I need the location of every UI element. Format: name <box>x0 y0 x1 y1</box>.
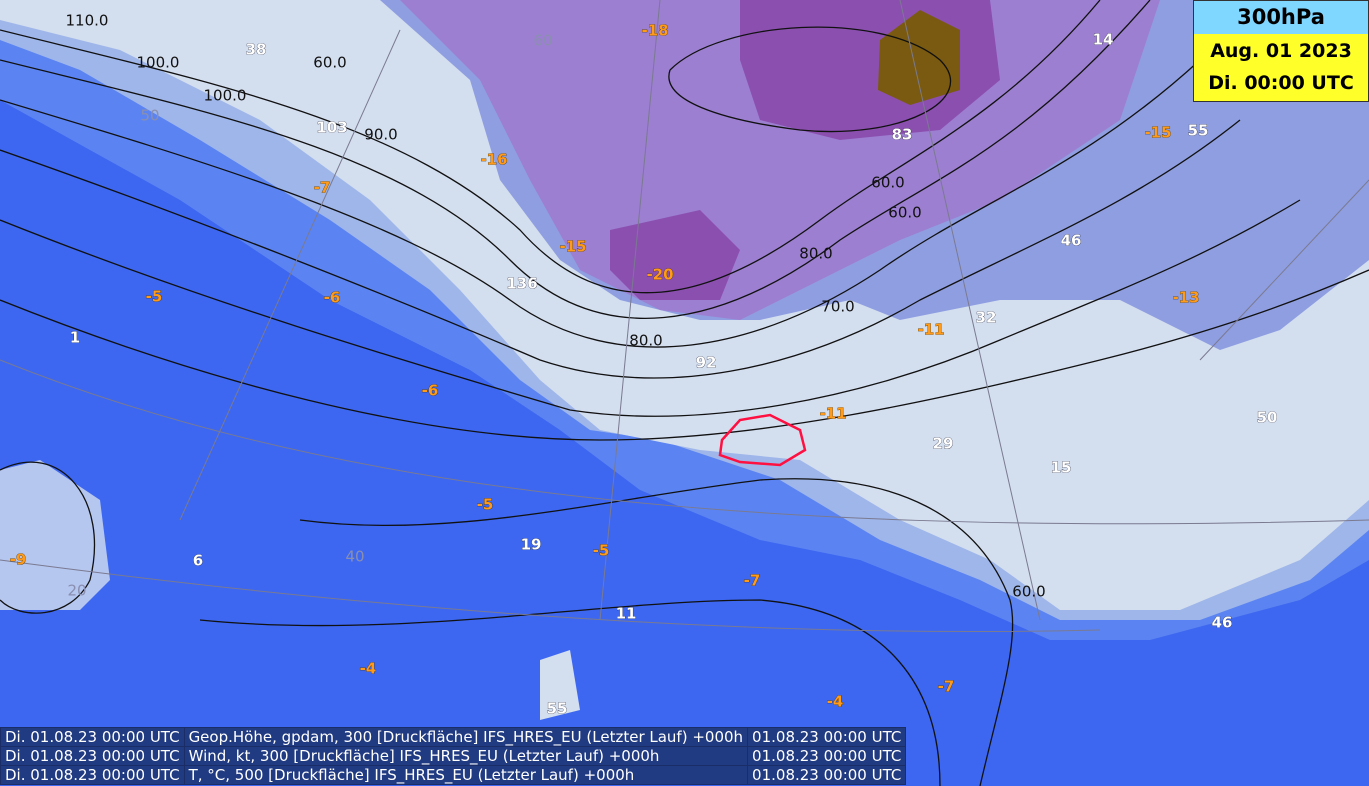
latitude-label: 20 <box>67 582 86 600</box>
geopotential-label: 80.0 <box>799 245 832 263</box>
geopotential-label: 80.0 <box>629 332 662 350</box>
wind-label: 103 <box>316 119 347 137</box>
temperature-label: -18 <box>641 22 668 40</box>
wind-label: 46 <box>1212 614 1233 632</box>
layer-row: Di. 01.08.23 00:00 UTC Wind, kt, 300 [Dru… <box>0 746 907 766</box>
date: Aug. 01 2023 <box>1194 34 1368 68</box>
geopotential-label: 70.0 <box>821 298 854 316</box>
wind-label: 136 <box>506 275 537 293</box>
layer-cell: Geop.Höhe, gpdam, 300 [Druckfläche] IFS_… <box>183 727 749 747</box>
wind-label: 92 <box>696 354 717 372</box>
switzerland-outline <box>718 413 807 467</box>
wind-label: 55 <box>547 700 568 718</box>
geopotential-label: 100.0 <box>204 87 247 105</box>
wind-label: 1 <box>70 329 80 347</box>
wind-band <box>0 460 110 610</box>
time: Di. 00:00 UTC <box>1194 68 1368 101</box>
wind-label: 11 <box>616 605 637 623</box>
geopotential-label: 90.0 <box>364 126 397 144</box>
layer-cell: Di. 01.08.23 00:00 UTC <box>0 765 185 785</box>
layer-info-table: Di. 01.08.23 00:00 UTC Geop.Höhe, gpdam, … <box>0 727 907 785</box>
layer-cell: 01.08.23 00:00 UTC <box>747 765 907 785</box>
temperature-label: -7 <box>744 572 761 590</box>
temperature-label: -16 <box>480 151 507 169</box>
geopotential-label: 60.0 <box>1012 583 1045 601</box>
temperature-label: -20 <box>646 266 673 284</box>
temperature-label: -4 <box>360 660 377 678</box>
wind-label: 50 <box>1257 409 1278 427</box>
level-box: 300hPa Aug. 01 2023 Di. 00:00 UTC <box>1193 0 1369 102</box>
geopotential-label: 60.0 <box>871 174 904 192</box>
wind-label: 83 <box>892 126 913 144</box>
graticule <box>0 0 1369 633</box>
temperature-label: -7 <box>938 678 955 696</box>
wind-label: 6 <box>193 552 203 570</box>
temperature-label: -11 <box>819 405 846 423</box>
temperature-label: -5 <box>477 496 494 514</box>
temperature-label: -11 <box>917 321 944 339</box>
wind-label: 29 <box>933 435 954 453</box>
geopotential-label: 110.0 <box>66 12 109 30</box>
wind-band <box>540 650 580 720</box>
latitude-label: 40 <box>345 548 364 566</box>
temperature-label: -5 <box>593 542 610 560</box>
temperature-label: -7 <box>314 179 331 197</box>
layer-cell: 01.08.23 00:00 UTC <box>747 746 907 766</box>
geopotential-label: 100.0 <box>137 54 180 72</box>
temperature-label: -15 <box>559 238 586 256</box>
layer-cell: T, °C, 500 [Druckfläche] IFS_HRES_EU (Le… <box>183 765 749 785</box>
wind-label: 38 <box>246 41 267 59</box>
layer-cell: 01.08.23 00:00 UTC <box>747 727 907 747</box>
layer-cell: Wind, kt, 300 [Druckfläche] IFS_HRES_EU … <box>183 746 749 766</box>
layer-cell: Di. 01.08.23 00:00 UTC <box>0 727 185 747</box>
map-labels: 38 103 136 92 83 14 55 46 32 29 15 50 46 1 6 19 11 55 -18 -… <box>9 12 1278 718</box>
layer-row: Di. 01.08.23 00:00 UTC T, °C, 500 [Druckf… <box>0 765 907 785</box>
wind-label: 15 <box>1051 459 1072 477</box>
temperature-label: -5 <box>146 288 163 306</box>
wind-label: 19 <box>521 536 542 554</box>
wind-label: 55 <box>1188 122 1209 140</box>
geopotential-label: 60.0 <box>888 204 921 222</box>
temperature-label: -6 <box>422 382 439 400</box>
temp-area <box>878 10 960 105</box>
level: 300hPa <box>1194 1 1368 34</box>
layer-cell: Di. 01.08.23 00:00 UTC <box>0 746 185 766</box>
temperature-label: -9 <box>10 551 27 569</box>
latitude-label: 50 <box>140 107 159 125</box>
layer-row: Di. 01.08.23 00:00 UTC Geop.Höhe, gpdam, … <box>0 727 907 747</box>
temperature-label: -15 <box>1144 124 1171 142</box>
latitude-label: 60 <box>533 32 552 50</box>
wind-label: 32 <box>976 309 997 327</box>
temperature-label: -4 <box>827 693 844 711</box>
geopotential-label: 60.0 <box>313 54 346 72</box>
temperature-label: -6 <box>324 289 341 307</box>
temperature-label: -13 <box>1172 289 1199 307</box>
wind-label: 46 <box>1061 232 1082 250</box>
wind-label: 14 <box>1093 31 1114 49</box>
